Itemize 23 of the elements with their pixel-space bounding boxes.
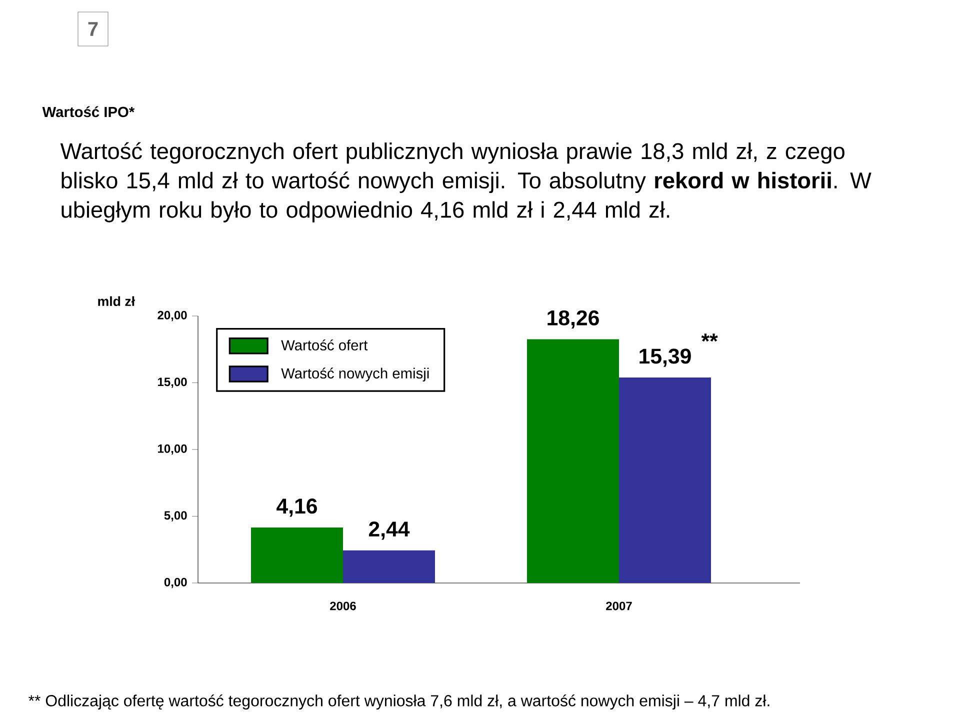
legend-label: Wartość ofert [281, 339, 368, 350]
bar [619, 378, 711, 583]
y-tick-label: 20,00 [158, 310, 187, 322]
data-label: 15,39 [640, 348, 691, 367]
chart-title: Wartość IPO* [42, 106, 135, 118]
data-label: 4,16 [276, 498, 317, 517]
data-label: 2,44 [368, 522, 410, 540]
data-label: 18,26 [548, 310, 599, 329]
y-tick-label: 10,00 [158, 444, 187, 455]
x-tick-label: 2007 [606, 602, 632, 610]
text: Wartość tegorocznych ofert publicznych wyniosła prawie 18,3 mld zł, z czego blisko 15,4 mld zł to wartość nowych emisji. To absolutny rekord w historii. W ubiegłym roku było to odpowiednio 4,16 mld zł i 2,44 mld zł. [60, 142, 872, 222]
y-axis-title: mld zł [98, 296, 135, 306]
y-tick-label: 15,00 [158, 378, 187, 388]
y-tick-label: 5,00 [164, 511, 187, 522]
x-tick-label: 2006 [330, 602, 356, 610]
bar [527, 339, 620, 583]
bar [251, 527, 344, 583]
text: ** Odliczając ofertę wartość tegorocznych ofert wyniosła 7,6 mld zł, a wartość nowych emisji – 4,7 mld zł. [28, 694, 770, 710]
bar [343, 550, 436, 583]
text: 7 [88, 22, 98, 36]
legend-label: Wartość nowych emisji [281, 368, 429, 382]
y-tick-label: 0,00 [164, 578, 187, 588]
annotation: ** [701, 334, 718, 342]
